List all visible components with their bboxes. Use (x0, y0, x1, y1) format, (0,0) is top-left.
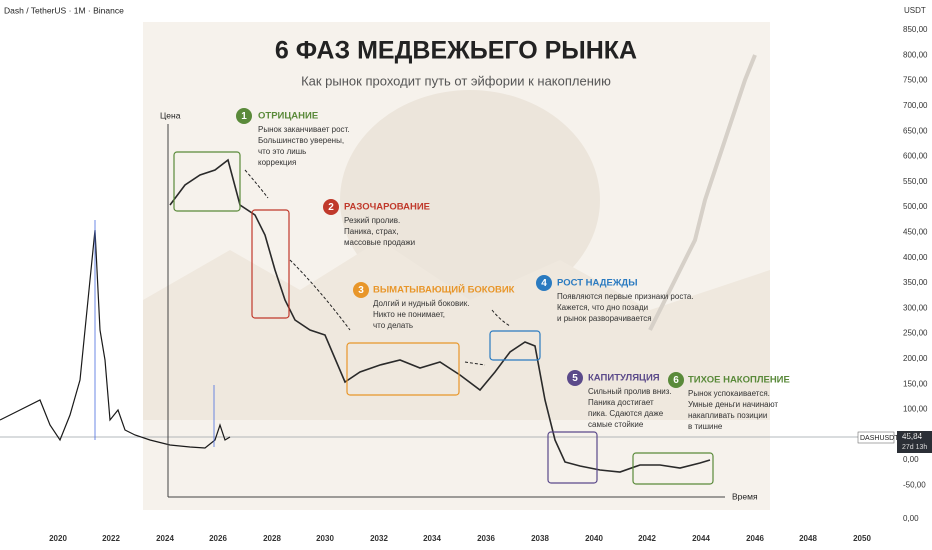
time-tick-label: 2036 (477, 534, 495, 543)
price-tick-label: 250,00 (903, 329, 928, 338)
price-tick-label: 450,00 (903, 228, 928, 237)
phase-box (547, 431, 598, 484)
phase-description: Сильный пролив вниз. (588, 387, 672, 396)
phase-description: Кажется, что дно позади (557, 303, 648, 312)
time-tick-label: 2042 (638, 534, 656, 543)
info-x-label: Время (732, 491, 758, 501)
price-tick-label: 50,00 (903, 430, 924, 439)
phase-description: массовые продажи (344, 238, 415, 247)
time-tick-label: 2024 (156, 534, 174, 543)
phase-box (173, 151, 241, 212)
phase-box (346, 342, 460, 396)
lower-pane-tick: 0,00 (903, 514, 919, 523)
price-tick-label: 850,00 (903, 25, 928, 34)
price-tick-label: 550,00 (903, 177, 928, 186)
phase-description: Появляются первые признаки роста. (557, 292, 694, 301)
price-tick-label: 800,00 (903, 50, 928, 59)
real-price-series (0, 229, 231, 449)
phase-box (632, 452, 714, 485)
symbol-tag (857, 431, 895, 444)
phase-description: коррекция (258, 158, 296, 167)
time-tick-label: 2048 (799, 534, 817, 543)
phase-description: что это лишь (258, 147, 306, 156)
time-tick-label: 2022 (102, 534, 120, 543)
symbol-header: Dash / TetherUS · 1M · Binance (4, 5, 124, 15)
symbol-tag-text: DASHUSDT (860, 435, 899, 442)
time-tick-label: 2040 (585, 534, 603, 543)
phase-description: Паника, страх, (344, 227, 398, 236)
phase-description: Паника достигает (588, 398, 654, 407)
phase-badge (323, 199, 339, 215)
price-tag (897, 431, 932, 453)
faded-trend (648, 54, 757, 331)
time-tick-label: 2034 (423, 534, 441, 543)
phase-number: 2 (328, 202, 334, 213)
phase-arrows (244, 169, 511, 366)
price-tick-label: 100,00 (903, 405, 928, 414)
phase-number: 6 (673, 375, 679, 386)
phase-box (489, 330, 541, 361)
phase-description: и рынок разворачивается (557, 314, 652, 323)
phase-badge (536, 275, 552, 291)
price-tick-label: 350,00 (903, 278, 928, 287)
price-tag-countdown: 27d 13h (902, 444, 927, 451)
price-tick-label: -50,00 (903, 481, 926, 490)
time-tick-label: 2038 (531, 534, 549, 543)
phase-description: что делать (373, 321, 413, 330)
bear-silhouette (340, 90, 600, 310)
phase-number: 5 (572, 373, 578, 384)
phase-title: РОСТ НАДЕЖДЫ (557, 278, 638, 289)
phase-box (251, 209, 290, 319)
price-tick-label: 750,00 (903, 76, 928, 85)
phase-description: Большинство уверены, (258, 136, 344, 145)
phase-description: Рынок заканчивает рост. (258, 125, 350, 134)
phase-description: Никто не понимает, (373, 310, 445, 319)
phase-description: Долгий и нудный боковик. (373, 299, 469, 308)
time-tick-label: 2050 (853, 534, 871, 543)
time-tick-label: 2032 (370, 534, 388, 543)
time-tick-label: 2026 (209, 534, 227, 543)
price-tick-label: 150,00 (903, 379, 928, 388)
phase-description: Умные деньги начинают (688, 400, 778, 409)
price-tick-label: 300,00 (903, 303, 928, 312)
phase-badge (236, 108, 252, 124)
infographic-subtitle: Как рынок проходит путь от эйфории к нак… (301, 73, 611, 88)
mountains (143, 240, 770, 420)
phase-title: ВЫМАТЫВАЮЩИЙ БОКОВИК (373, 284, 515, 296)
unit-label: USDT (904, 6, 926, 15)
phase-description: пика. Сдаются даже (588, 409, 664, 418)
phase-description: накапливать позиции (688, 411, 767, 420)
time-tick-label: 2030 (316, 534, 334, 543)
phase-title: РАЗОЧАРОВАНИЕ (344, 202, 430, 213)
price-tick-label: 500,00 (903, 202, 928, 211)
phase-number: 1 (241, 111, 247, 122)
info-y-label: Цена (160, 110, 181, 120)
time-tick-label: 2046 (746, 534, 764, 543)
price-tick-label: 400,00 (903, 253, 928, 262)
price-tag-value: 45,84 (902, 432, 923, 441)
phase-badge (353, 282, 369, 298)
time-tick-label: 2020 (49, 534, 67, 543)
infographic-title: 6 ФАЗ МЕДВЕЖЬЕГО РЫНКА (275, 37, 637, 65)
phase-number: 4 (541, 278, 547, 289)
phase-description: в тишине (688, 422, 723, 431)
phase-description: Рынок успокаивается. (688, 389, 770, 398)
time-tick-label: 2028 (263, 534, 281, 543)
phase-description: самые стойкие (588, 420, 644, 429)
phase-badge (567, 370, 583, 386)
price-tick-label: 0,00 (903, 455, 919, 464)
time-tick-label: 2044 (692, 534, 710, 543)
price-tick-label: 650,00 (903, 126, 928, 135)
phase-title: КАПИТУЛЯЦИЯ (588, 373, 660, 384)
price-tick-label: 700,00 (903, 101, 928, 110)
phase-title: ТИХОЕ НАКОПЛЕНИЕ (688, 375, 790, 386)
phase-number: 3 (358, 285, 364, 296)
price-tick-label: 200,00 (903, 354, 928, 363)
phase-title: ОТРИЦАНИЕ (258, 111, 318, 122)
price-tick-label: 600,00 (903, 152, 928, 161)
phase-description: Резкий пролив. (344, 216, 400, 225)
phase-badge (668, 372, 684, 388)
